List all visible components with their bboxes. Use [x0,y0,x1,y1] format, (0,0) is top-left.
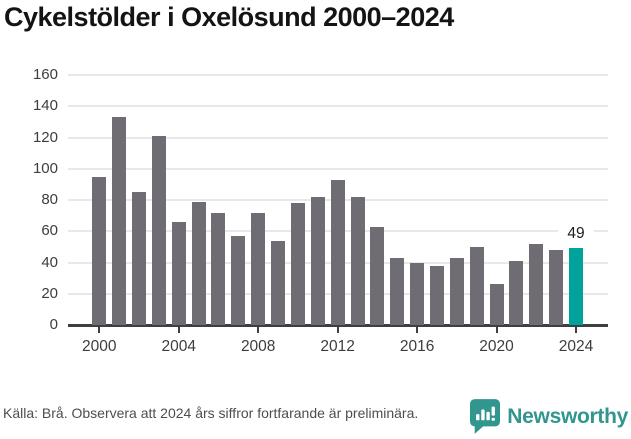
bar-2011 [310,196,325,325]
bar-2005 [191,201,206,325]
gridline-140 [68,105,608,108]
bar-2008 [251,212,266,325]
x-tick-label-2004: 2004 [161,338,196,355]
y-tick-label-160: 160 [32,66,58,83]
bar-2017 [429,265,444,325]
x-tick-2020 [495,326,498,333]
x-tick-label-2020: 2020 [479,338,514,355]
bar-2012 [330,179,345,325]
highlight-value-label: 49 [558,225,594,244]
gridline-100 [68,167,608,170]
y-tick-label-80: 80 [41,191,58,208]
x-tick-2000 [98,326,101,333]
y-tick-label-40: 40 [41,253,58,271]
bar-2000 [92,176,107,325]
x-tick-label-2016: 2016 [399,338,435,355]
bar-2007 [231,235,246,325]
y-tick-label-60: 60 [41,222,58,240]
y-tick-label-120: 120 [32,128,58,146]
bar-2002 [132,192,147,325]
y-tick-label-20: 20 [41,284,58,302]
bar-2020 [489,284,504,325]
bar-2018 [449,257,464,325]
newsworthy-wordmark: Newsworthy [507,404,628,428]
bar-2019 [469,246,484,325]
bar-2015 [390,257,405,325]
x-tick-label-2024: 2024 [558,338,594,355]
bar-2013 [350,196,365,325]
x-tick-2004 [177,326,180,333]
bar-2023 [549,250,564,325]
x-axis-line [68,324,608,327]
newsworthy-logo[interactable]: Newsworthy [470,399,628,434]
bar-2006 [211,212,226,325]
bar-2001 [112,117,127,325]
source-note: Källa: Brå. Observera att 2024 års siffr… [3,405,419,421]
bar-2009 [271,240,286,325]
bar-2016 [410,262,425,325]
bar-2004 [171,221,186,325]
x-tick-label-2000: 2000 [82,338,117,355]
bar-2014 [370,226,385,325]
bar-2003 [151,135,166,325]
bar-2021 [509,260,524,325]
x-tick-2016 [416,326,419,333]
gridline-120 [68,136,608,139]
bar-2024 [569,248,583,325]
x-tick-2024 [575,326,577,333]
x-tick-label-2008: 2008 [240,338,276,355]
y-tick-label-0: 0 [49,316,58,333]
x-tick-2012 [336,326,339,333]
x-tick-2008 [257,326,260,333]
newsworthy-bubble-icon [470,399,501,434]
bar-2010 [290,203,305,325]
gridline-160 [68,74,608,76]
chart-title: Cykelstölder i Oxelösund 2000–2024 [4,2,454,32]
bar-2022 [529,243,544,325]
x-tick-label-2012: 2012 [320,338,355,355]
y-tick-label-100: 100 [32,159,58,177]
y-tick-label-140: 140 [32,97,58,115]
